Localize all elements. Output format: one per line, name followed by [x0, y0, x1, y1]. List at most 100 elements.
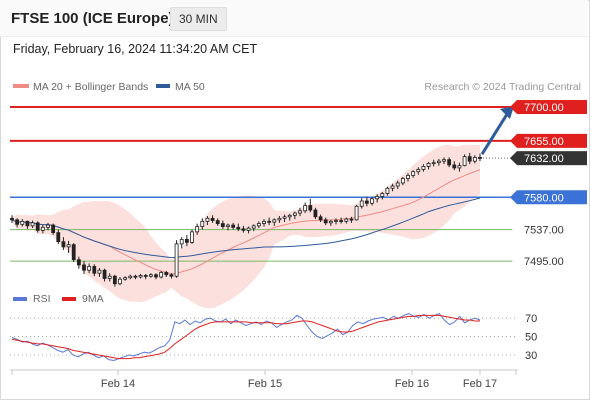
- candle: [380, 192, 385, 200]
- candle-body-down: [56, 232, 61, 243]
- candle-body-up: [159, 272, 164, 278]
- candle-body-up: [66, 244, 71, 248]
- candle: [97, 267, 102, 277]
- candle: [30, 220, 35, 229]
- legend-label-9ma: 9MA: [82, 293, 104, 305]
- level-tag-current: [517, 151, 587, 166]
- candle-body-down: [210, 217, 215, 221]
- x-tick-label: Feb 14: [101, 378, 135, 390]
- candle-body-down: [313, 209, 318, 218]
- timestamp: Friday, February 16, 2024 11:34:20 AM CE…: [13, 42, 258, 56]
- timeframe-badge[interactable]: 30 MIN: [170, 7, 227, 31]
- candle: [231, 222, 236, 230]
- legend-swatch-rsi: [13, 297, 27, 301]
- legend-label-ma-bollinger: MA 20 + Bollinger Bands: [33, 81, 148, 93]
- bollinger-band: [12, 144, 480, 309]
- candle-body-up: [195, 226, 200, 233]
- candle: [118, 276, 122, 286]
- candle: [82, 261, 86, 274]
- candle-body-up: [431, 162, 436, 165]
- candle: [406, 173, 410, 182]
- level-label: 7580.00: [524, 192, 564, 204]
- candle: [236, 223, 241, 232]
- candle: [20, 219, 25, 227]
- candle: [426, 161, 431, 170]
- candle-body-down: [51, 224, 56, 234]
- candle-body-down: [339, 220, 344, 222]
- candle: [148, 273, 153, 278]
- candle-body-up: [148, 274, 153, 277]
- candle: [313, 207, 318, 220]
- candle-body-up: [123, 277, 128, 280]
- candle-body-up: [138, 275, 143, 278]
- level-label: 7700.00: [524, 102, 564, 114]
- legend-label-rsi: RSI: [33, 293, 51, 305]
- candle: [87, 263, 92, 274]
- candle-body-down: [61, 241, 66, 248]
- candle: [370, 197, 374, 206]
- level-label: 7632.00: [524, 153, 564, 165]
- candle: [143, 273, 148, 280]
- candle-body-up: [436, 160, 441, 164]
- candle: [133, 274, 138, 280]
- level-label: 7537.00: [524, 225, 564, 237]
- candle-body-up: [334, 220, 338, 222]
- candle-body-down: [133, 275, 138, 278]
- candle: [123, 276, 128, 281]
- candle-body-down: [71, 244, 76, 261]
- rsi-line: [11, 313, 481, 362]
- candle-body-up: [20, 220, 25, 225]
- level-label: 7655.00: [524, 136, 564, 148]
- candle: [385, 186, 390, 196]
- projection-arrow-shaft: [480, 110, 511, 155]
- candle: [287, 213, 292, 221]
- candle: [359, 198, 364, 209]
- rsi-tick-label: 30: [525, 350, 537, 362]
- candle: [292, 211, 297, 220]
- candle: [447, 157, 452, 168]
- candle-body-up: [256, 223, 261, 227]
- candle: [215, 218, 220, 226]
- candle-body-down: [267, 220, 272, 223]
- candle: [195, 223, 200, 235]
- candle: [375, 194, 380, 203]
- legend-label-ma50: MA 50: [175, 81, 205, 93]
- candle-body-up: [128, 275, 133, 279]
- candle-body-down: [164, 272, 169, 276]
- candle: [190, 229, 194, 244]
- candle: [107, 273, 112, 282]
- candle-body-down: [323, 219, 328, 224]
- candle-body-down: [364, 200, 369, 204]
- candle-body-down: [236, 226, 241, 230]
- candle: [251, 224, 256, 232]
- candle-body-up: [328, 220, 333, 224]
- candle-body-up: [406, 175, 410, 179]
- candle: [246, 226, 251, 234]
- candle-body-up: [118, 278, 122, 285]
- level-tag-pointer: [512, 225, 517, 234]
- candle-body-down: [478, 157, 482, 159]
- level-tag-pointer: [510, 133, 517, 148]
- candle: [138, 273, 143, 279]
- candle: [169, 273, 174, 279]
- level-label: 7495.00: [524, 256, 564, 268]
- candle-body-down: [220, 223, 225, 227]
- candle: [56, 229, 61, 244]
- candle-body-down: [102, 269, 107, 279]
- header-bar: [0, 0, 588, 37]
- candle-body-up: [190, 231, 194, 243]
- candle: [472, 155, 477, 164]
- candle: [226, 223, 230, 231]
- candle: [262, 219, 266, 227]
- candle: [457, 162, 462, 172]
- candle-body-up: [272, 219, 277, 223]
- candle: [220, 220, 225, 229]
- candle-body-down: [215, 220, 220, 224]
- candle: [298, 207, 302, 217]
- candle-body-up: [107, 275, 112, 279]
- candle: [400, 176, 405, 186]
- candle: [46, 222, 50, 231]
- rsi-9ma-line: [11, 314, 480, 360]
